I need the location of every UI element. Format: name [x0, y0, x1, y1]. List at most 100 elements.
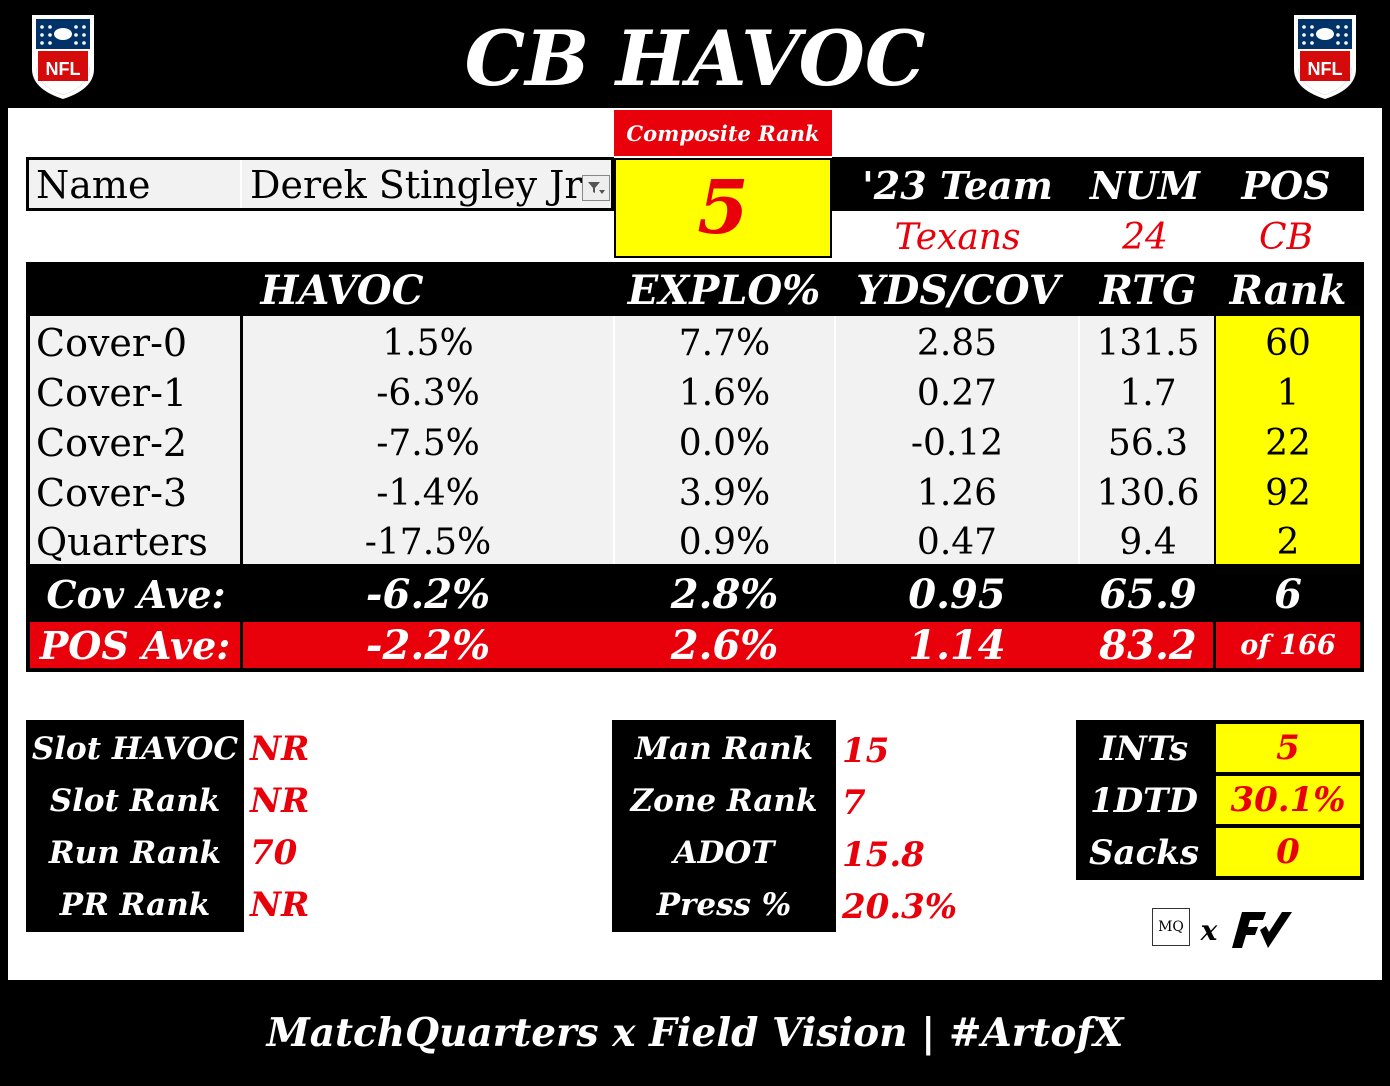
name-divider: [240, 160, 242, 208]
team-value: Texans: [894, 216, 1021, 258]
col-header-havoc: HAVOC: [260, 266, 424, 314]
footer-credit: MatchQuarters x Field Vision | #ArtofX: [266, 1010, 1124, 1056]
pos-value: CB: [1259, 216, 1313, 258]
havoc-cell: -1.4%: [376, 472, 480, 514]
table-row-label: Cover-0: [36, 321, 188, 365]
cov-ave-yds: 0.95: [908, 570, 1006, 618]
rtg-cell: 1.7: [1119, 372, 1177, 414]
run-rank-value: 70: [250, 833, 298, 873]
rank-cell: 92: [1265, 472, 1311, 514]
column-divider: [1078, 316, 1080, 564]
yds-cell: 0.47: [916, 521, 998, 563]
press-label: Press %: [656, 887, 792, 923]
yds-cell: 2.85: [916, 322, 998, 364]
pos-ave-yds: 1.14: [908, 621, 1006, 669]
zone-rank-label: Zone Rank: [630, 783, 818, 819]
slot-rank-value: NR: [250, 781, 310, 821]
col-header-explo: EXPLO%: [627, 266, 821, 314]
composite-rank-value: 5: [614, 158, 832, 258]
num-header: NUM: [1090, 162, 1200, 208]
yds-cell: -0.12: [910, 422, 1004, 464]
adot-label: ADOT: [673, 835, 775, 871]
adot-value: 15.8: [842, 835, 925, 875]
sacks-label: Sacks: [1089, 833, 1199, 873]
slot-havoc-value: NR: [250, 729, 310, 769]
page-title: CB HAVOC: [464, 13, 926, 103]
row-divider: [240, 622, 243, 668]
rtg-cell: 130.6: [1096, 472, 1200, 514]
column-divider: [834, 316, 836, 564]
pos-ave-rank: of 166: [1240, 629, 1336, 661]
yds-cell: 1.26: [916, 472, 998, 514]
table-row-label: Cover-3: [36, 471, 188, 515]
table-row-label: Cover-2: [36, 421, 188, 465]
rtg-cell: 56.3: [1107, 422, 1189, 464]
ints-value: 5: [1216, 724, 1360, 772]
pos-ave-havoc: -2.2%: [365, 621, 491, 669]
rank-cell: 22: [1265, 422, 1311, 464]
pr-rank-label: PR Rank: [59, 887, 211, 923]
1dtd-label: 1DTD: [1090, 781, 1198, 821]
explo-cell: 0.9%: [678, 521, 771, 563]
nfl-shield-icon: NFL: [32, 15, 94, 99]
run-rank-label: Run Rank: [48, 835, 222, 871]
havoc-cell: 1.5%: [382, 322, 474, 364]
cov-ave-label: Cov Ave:: [46, 571, 226, 617]
man-labels-box: [612, 720, 836, 932]
nfl-shield-icon: NFL: [1294, 15, 1356, 99]
slot-havoc-label: Slot HAVOC: [31, 731, 239, 767]
column-divider: [613, 316, 615, 564]
rank-column: [1216, 316, 1360, 564]
havoc-cell: -6.3%: [376, 372, 480, 414]
mq-logo: MQ: [1152, 908, 1190, 946]
cov-ave-rank: 6: [1274, 570, 1302, 618]
rtg-cell: 131.5: [1096, 322, 1200, 364]
press-value: 20.3%: [842, 887, 958, 927]
table-row-label: Quarters: [36, 520, 208, 564]
havoc-cell: -7.5%: [376, 422, 480, 464]
yds-cell: 0.27: [916, 372, 998, 414]
composite-rank-label: Composite Rank: [614, 110, 832, 156]
pos-ave-rtg: 83.2: [1099, 621, 1197, 669]
row-label-column: [30, 316, 240, 564]
player-name-dropdown[interactable]: Derek Stingley Jr.: [250, 163, 591, 207]
cov-ave-havoc: -6.2%: [365, 570, 491, 618]
ints-label: INTs: [1099, 729, 1189, 769]
data-cells-area: [243, 316, 1214, 564]
explo-cell: 3.9%: [678, 472, 771, 514]
pos-ave-label: POS Ave:: [39, 622, 231, 668]
cov-ave-explo: 2.8%: [670, 570, 779, 618]
pr-rank-value: NR: [250, 885, 310, 925]
col-header-yds: YDS/COV: [856, 266, 1060, 314]
explo-cell: 7.7%: [678, 322, 771, 364]
zone-rank-value: 7: [842, 783, 866, 823]
explo-cell: 1.6%: [678, 372, 771, 414]
name-row: [26, 157, 614, 211]
pos-ave-row: [30, 622, 1360, 668]
rank-cell: 2: [1276, 521, 1300, 563]
row-divider: [1213, 622, 1216, 668]
num-value: 24: [1122, 216, 1168, 258]
explo-cell: 0.0%: [678, 422, 771, 464]
branding-x: x: [1200, 913, 1218, 947]
col-header-rank: Rank: [1229, 266, 1347, 314]
man-rank-value: 15: [842, 731, 890, 771]
sacks-value: 0: [1216, 828, 1360, 876]
svg-text:NFL: NFL: [1308, 59, 1343, 79]
filter-dropdown-icon[interactable]: [582, 175, 610, 201]
rank-cell: 60: [1265, 322, 1311, 364]
havoc-cell: -17.5%: [364, 521, 492, 563]
name-label: Name: [36, 163, 151, 207]
slot-labels-box: [26, 720, 244, 932]
team-header-bar: [832, 157, 1364, 211]
field-vision-logo-icon: [1232, 912, 1292, 948]
pos-header: POS: [1241, 162, 1331, 208]
col-header-rtg: RTG: [1099, 266, 1197, 314]
man-rank-label: Man Rank: [634, 731, 814, 767]
svg-text:NFL: NFL: [46, 59, 81, 79]
team-header: '23 Team: [862, 162, 1053, 208]
pos-ave-explo: 2.6%: [670, 621, 779, 669]
slot-rank-label: Slot Rank: [49, 783, 221, 819]
cov-ave-rtg: 65.9: [1099, 570, 1197, 618]
rank-cell: 1: [1276, 372, 1300, 414]
